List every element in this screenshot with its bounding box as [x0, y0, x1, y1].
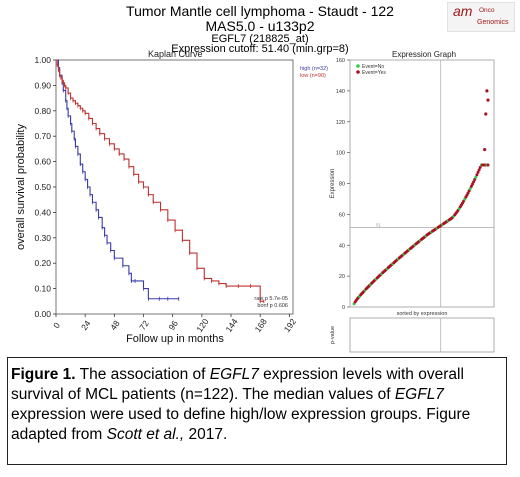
expression-y-tick-label: 0	[342, 305, 345, 311]
logo-line1: am	[453, 3, 473, 19]
km-x-tick-label: 72	[137, 318, 151, 332]
expression-point	[474, 175, 478, 179]
km-y-tick-label: 0.20	[34, 258, 51, 268]
caption-label: Figure 1.	[11, 366, 76, 383]
km-bonf-p-value: bonf p 0.606	[257, 303, 288, 309]
km-y-tick-label: 0.60	[34, 157, 51, 167]
km-y-tick-label: 0.80	[34, 106, 51, 116]
km-x-tick-label: 0	[51, 320, 62, 330]
caption-reference: Scott et al.,	[106, 426, 185, 443]
kaplan-meier-chart: Kaplan Curve 0.00 0.10 0.20 0.30 0.40 0.50 0.60…	[15, 49, 328, 345]
km-y-tick-label: 0.10	[34, 284, 51, 294]
expression-legend-label: Event=No	[362, 64, 384, 70]
km-y-tick-label: 0.50	[34, 182, 51, 192]
expression-point	[470, 182, 474, 186]
expression-point	[475, 173, 479, 177]
expression-y-axis-label: Expression	[330, 169, 336, 199]
amonco-logo: am Onco Genomics	[447, 2, 515, 32]
km-x-tick-label: 168	[253, 316, 269, 334]
km-legend-high: high (n=32)	[300, 66, 328, 72]
expression-point	[469, 184, 473, 188]
expression-x-axis-label: sorted by expression	[397, 311, 448, 317]
expression-y-tick-label: 60	[339, 212, 345, 218]
expression-y-tick-label: 40	[339, 243, 345, 249]
expression-point-extreme	[484, 112, 488, 116]
expression-point	[473, 177, 477, 181]
caption-box	[7, 357, 507, 465]
cutoff-label: Expression cutoff: 51.40 (min.grp=8)	[171, 43, 349, 55]
km-y-tick-label: 0.90	[34, 80, 51, 90]
km-y-axis-label: overall survival probability	[15, 124, 27, 250]
km-y-tick-label: 0.00	[34, 309, 51, 319]
expression-plot-area	[349, 59, 495, 308]
logo-line3: Genomics	[477, 19, 509, 26]
expression-y-tick-label: 100	[336, 151, 345, 157]
expression-y-tick-label: 160	[336, 58, 345, 64]
expression-point	[478, 165, 482, 169]
caption-gene-1: EGFL7	[209, 366, 259, 383]
km-curve-low	[56, 59, 264, 302]
km-plot-area	[55, 59, 294, 315]
chart-canvas: Kaplan Curve 0.00 0.10 0.20 0.30 0.40 0.50 0.60…	[15, 49, 495, 353]
expression-y-tick-label: 80	[339, 182, 345, 188]
km-raw-p-value: raw p 5.7e-05	[254, 296, 288, 302]
expression-y-tick-label: 120	[336, 120, 345, 126]
expression-point	[468, 187, 472, 191]
caption-part-4: 2017.	[184, 426, 228, 443]
expression-point	[486, 163, 490, 167]
expression-point	[472, 180, 476, 184]
pvalue-axis-label: p-value	[330, 326, 336, 344]
expression-legend-marker	[356, 70, 360, 74]
expression-point	[477, 168, 481, 172]
km-x-tick-label: 48	[108, 318, 122, 332]
caption-part-1: The association of	[75, 366, 210, 383]
caption-part-3: expression were used to define high/low …	[11, 406, 471, 443]
expression-cutoff-label: 51	[376, 223, 382, 228]
km-y-tick-label: 0.30	[34, 233, 51, 243]
pvalue-panel	[349, 317, 495, 353]
km-x-axis-label: Follow up in months	[126, 333, 224, 345]
expression-legend-marker	[356, 64, 360, 68]
km-y-tick-label: 1.00	[34, 55, 51, 65]
expression-point-extreme	[485, 89, 489, 93]
gene-label: EGFL7 (218825_at)	[211, 33, 309, 45]
platform-subtitle: MAS5.0 - u133p2	[205, 18, 315, 34]
figure-caption: Figure 1. The association of EGFL7 expre…	[11, 365, 505, 445]
caption-gene-2: EGFL7	[394, 386, 444, 403]
expression-point-extreme	[483, 147, 487, 152]
caption-part-2: expression levels with overall survival …	[11, 366, 464, 403]
expression-title: Expression Graph	[392, 50, 456, 59]
km-y-tick-label: 0.70	[34, 131, 51, 141]
km-y-tick-label: 0.40	[34, 207, 51, 217]
km-x-tick-label: 24	[79, 318, 93, 332]
km-x-tick-label: 144	[223, 316, 239, 334]
logo-line2: Onco	[479, 7, 495, 14]
expression-point	[476, 170, 480, 174]
km-x-tick-label: 96	[166, 318, 180, 332]
km-x-tick-label: 120	[194, 316, 210, 334]
km-title: Kaplan Curve	[148, 49, 203, 59]
figure-title: Tumor Mantle cell lymphoma - Staudt - 12…	[126, 3, 394, 19]
expression-legend-label: Event=Yes	[362, 70, 386, 76]
km-legend-low: low (n=90)	[300, 73, 326, 79]
expression-y-tick-label: 140	[336, 89, 345, 95]
expression-chart: Expression Graph 0 20 40 60 80 100 120 140 160 Exp…	[330, 50, 495, 353]
expression-point-extreme	[486, 98, 490, 102]
km-x-tick-label: 192	[282, 316, 298, 334]
expression-y-tick-label: 20	[339, 274, 345, 280]
